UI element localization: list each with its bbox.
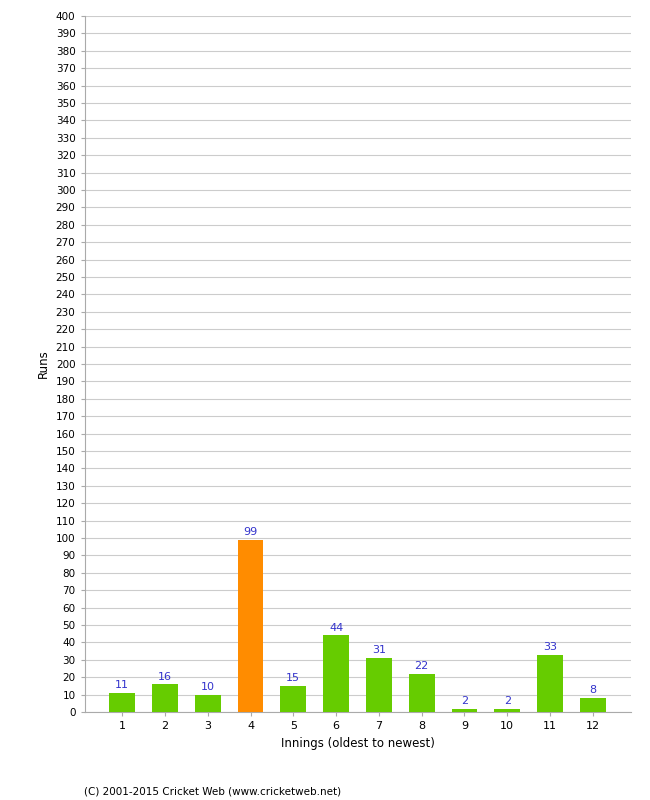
Bar <box>195 694 220 712</box>
Text: 33: 33 <box>543 642 557 652</box>
Text: 16: 16 <box>158 671 172 682</box>
Text: 44: 44 <box>329 623 343 633</box>
Bar <box>152 684 178 712</box>
Text: 2: 2 <box>504 696 511 706</box>
Text: 10: 10 <box>201 682 214 692</box>
Text: 31: 31 <box>372 646 386 655</box>
Bar <box>366 658 392 712</box>
X-axis label: Innings (oldest to newest): Innings (oldest to newest) <box>281 737 434 750</box>
Text: 2: 2 <box>461 696 468 706</box>
Bar <box>323 635 349 712</box>
Bar <box>238 540 263 712</box>
Bar <box>409 674 434 712</box>
Text: 8: 8 <box>590 686 597 695</box>
Bar <box>109 693 135 712</box>
Text: 15: 15 <box>286 674 300 683</box>
Bar <box>580 698 606 712</box>
Bar <box>495 709 520 712</box>
Bar <box>452 709 477 712</box>
Text: 11: 11 <box>115 680 129 690</box>
Text: 99: 99 <box>243 527 257 537</box>
Bar <box>537 654 563 712</box>
Bar <box>281 686 306 712</box>
Text: 22: 22 <box>415 661 429 671</box>
Y-axis label: Runs: Runs <box>37 350 50 378</box>
Text: (C) 2001-2015 Cricket Web (www.cricketweb.net): (C) 2001-2015 Cricket Web (www.cricketwe… <box>84 786 342 796</box>
